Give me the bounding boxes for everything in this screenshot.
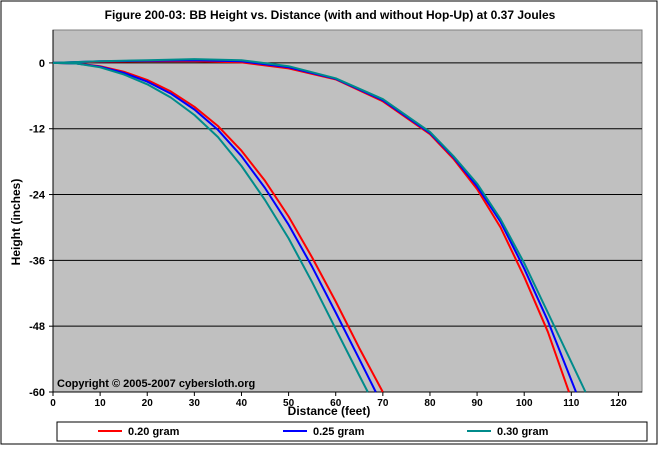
x-tick-label-7: 70	[377, 398, 389, 409]
x-tick-label-1: 10	[95, 398, 107, 409]
x-axis-label: Distance (feet)	[288, 404, 371, 418]
x-tick-label-2: 20	[142, 398, 154, 409]
x-tick-label-4: 40	[236, 398, 248, 409]
copyright-annotation: Copyright © 2005-2007 cybersloth.org	[57, 378, 255, 390]
plot-background	[52, 29, 643, 393]
x-tick-label-8: 80	[424, 398, 436, 409]
x-tick-label-3: 30	[189, 398, 201, 409]
y-tick-label-3: -36	[29, 255, 45, 267]
legend: 0.20 gram 0.25 gram 0.30 gram	[56, 421, 648, 442]
series-2-curve-1	[52, 58, 587, 393]
y-tick-label-4: -48	[29, 321, 45, 333]
x-tick-label-0: 0	[50, 398, 56, 409]
legend-label-1: 0.25 gram	[313, 426, 365, 438]
x-tick-label-6: 60	[330, 398, 342, 409]
y-tick-label-0: 0	[39, 58, 45, 70]
y-tick-label-2: -24	[29, 190, 46, 202]
x-tick-label-10: 100	[516, 398, 533, 409]
plot-area: 0 -12 -24 -36 -48 -60 0 10 20 30 40 50 60 70 80 90 100 11…	[29, 29, 643, 409]
legend-label-2: 0.30 gram	[497, 426, 549, 438]
legend-label-0: 0.20 gram	[128, 426, 180, 438]
legend-box	[56, 421, 648, 442]
x-tick-label-5: 50	[283, 398, 295, 409]
y-axis-label: Height (inches)	[9, 179, 23, 266]
x-tick-label-12: 120	[610, 398, 627, 409]
x-tick-label-11: 110	[563, 398, 580, 409]
chart-title: Figure 200-03: BB Height vs. Distance (w…	[105, 8, 556, 22]
y-tick-label-5: -60	[29, 387, 45, 399]
x-tick-label-9: 90	[472, 398, 484, 409]
series-2-curve-0	[52, 61, 369, 393]
y-tick-label-1: -12	[29, 124, 45, 136]
